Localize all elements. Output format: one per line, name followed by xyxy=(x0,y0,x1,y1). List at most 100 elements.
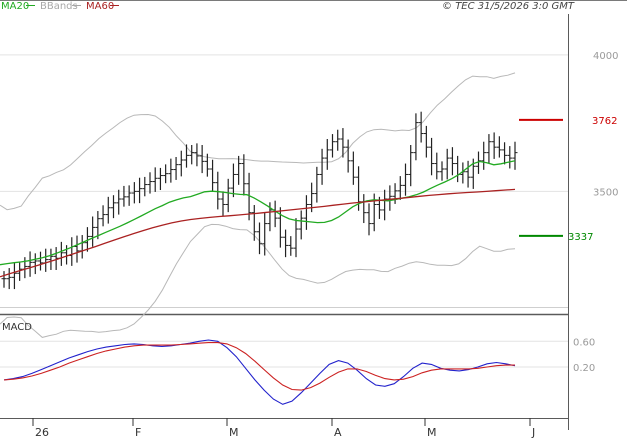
ohlc-bar xyxy=(272,200,278,228)
ohlc-bar xyxy=(439,161,445,181)
ohlc-bar xyxy=(178,150,184,177)
ohlc-bar xyxy=(455,155,461,183)
ohlc-bar xyxy=(262,212,268,256)
ohlc-bar xyxy=(423,125,429,158)
ohlc-bar xyxy=(152,167,158,192)
ohlc-bar xyxy=(215,171,221,210)
ohlc-bar xyxy=(283,229,289,258)
ohlc-bar xyxy=(314,166,320,203)
ohlc-bar xyxy=(418,111,424,143)
ma20-line xyxy=(0,160,516,266)
ohlc-bar xyxy=(210,159,216,192)
ohlc-bar xyxy=(69,237,75,266)
ohlc-bar xyxy=(491,132,497,159)
ohlc-bar xyxy=(84,227,90,252)
ohlc-bar xyxy=(444,148,450,180)
x-tick-label: M xyxy=(229,426,239,439)
ohlc-bar xyxy=(397,176,403,200)
ohlc-bar xyxy=(131,182,137,204)
ohlc-bar xyxy=(382,189,388,221)
ohlc-bar xyxy=(465,160,471,188)
ohlc-bar xyxy=(194,143,200,167)
ohlc-bar xyxy=(298,210,304,240)
ohlc-bar xyxy=(38,251,43,271)
ohlc-bar xyxy=(236,155,242,185)
ohlc-bar xyxy=(303,195,309,230)
ohlc-bar xyxy=(502,142,508,165)
ohlc-bar xyxy=(137,177,143,204)
ohlc-bar xyxy=(434,152,440,180)
ohlc-bar xyxy=(350,151,356,185)
price-bars xyxy=(1,111,518,290)
ohlc-bar xyxy=(408,144,414,187)
ohlc-bar xyxy=(79,235,85,259)
y-axis-ticks: 4000 3500 xyxy=(593,51,618,198)
ohlc-bar xyxy=(27,251,33,277)
ohlc-bar xyxy=(100,205,106,227)
ohlc-bar xyxy=(507,146,513,169)
ohlc-bar xyxy=(1,271,7,288)
ohlc-bar xyxy=(95,211,101,240)
ohlc-bar xyxy=(288,236,294,256)
ohlc-bar xyxy=(481,141,487,170)
ohlc-bar xyxy=(163,164,169,184)
ohlc-bar xyxy=(366,203,372,236)
grid xyxy=(0,54,568,192)
ohlc-bar xyxy=(335,129,341,151)
legend: MA20 BBands MA60 xyxy=(1,1,119,12)
ohlc-bar xyxy=(486,134,492,164)
ohlc-bar xyxy=(512,141,518,170)
ohlc-bar xyxy=(22,257,28,279)
ohlc-bar xyxy=(496,136,502,158)
moving-averages xyxy=(0,160,516,278)
x-tick-label: J xyxy=(531,426,535,439)
ohlc-bar xyxy=(241,154,247,196)
ohlc-bar xyxy=(111,195,116,219)
ohlc-bar xyxy=(330,134,335,158)
ohlc-bar xyxy=(32,253,38,275)
ohlc-bar xyxy=(230,163,236,198)
macd-macd-line xyxy=(3,339,516,405)
ma60-line xyxy=(0,188,516,278)
price-y-tick: 3500 xyxy=(593,187,618,198)
ohlc-bar xyxy=(340,128,346,158)
ohlc-bar xyxy=(121,185,127,207)
ohlc-bar xyxy=(173,156,179,180)
ohlc-bar xyxy=(147,172,153,194)
ohlc-bar xyxy=(387,185,393,211)
x-tick-label: F xyxy=(135,426,141,439)
legend-ma20-label: MA20 xyxy=(1,1,29,12)
ohlc-bar xyxy=(11,262,17,290)
ohlc-bar xyxy=(403,163,408,196)
price-levels: 3762 3337 xyxy=(519,116,617,243)
ohlc-bar xyxy=(58,241,64,266)
macd-y-tick: 0.20 xyxy=(573,363,595,374)
ohlc-bar xyxy=(142,176,148,197)
ohlc-bar xyxy=(319,148,325,185)
ohlc-bar xyxy=(204,153,210,177)
legend-ma60-label: MA60 xyxy=(86,1,114,12)
macd-y-tick: 0.60 xyxy=(573,337,595,348)
ohlc-bar xyxy=(225,178,231,213)
price-level-label: 3337 xyxy=(568,232,593,243)
ohlc-bar xyxy=(476,151,481,174)
ohlc-bar xyxy=(157,167,163,191)
x-tick-label: A xyxy=(334,426,342,439)
ohlc-bar xyxy=(168,158,174,183)
bband-lower-line xyxy=(0,223,516,338)
ohlc-bar xyxy=(257,222,262,255)
ohlc-bar xyxy=(90,216,96,247)
ohlc-bar xyxy=(413,113,419,161)
ohlc-bar xyxy=(251,205,257,241)
ohlc-bar xyxy=(126,185,132,206)
ohlc-bar xyxy=(220,191,226,217)
ohlc-bar xyxy=(74,235,80,263)
ohlc-bar xyxy=(116,189,122,215)
ohlc-bar xyxy=(449,147,455,176)
ohlc-bar xyxy=(293,218,299,258)
price-level-label: 3762 xyxy=(592,116,617,127)
macd-panel: 0.60 0.20 xyxy=(0,337,595,405)
ohlc-bar xyxy=(392,183,398,204)
copyright-text: © TEC 31/5/2026 3:0 GMT xyxy=(442,1,575,12)
